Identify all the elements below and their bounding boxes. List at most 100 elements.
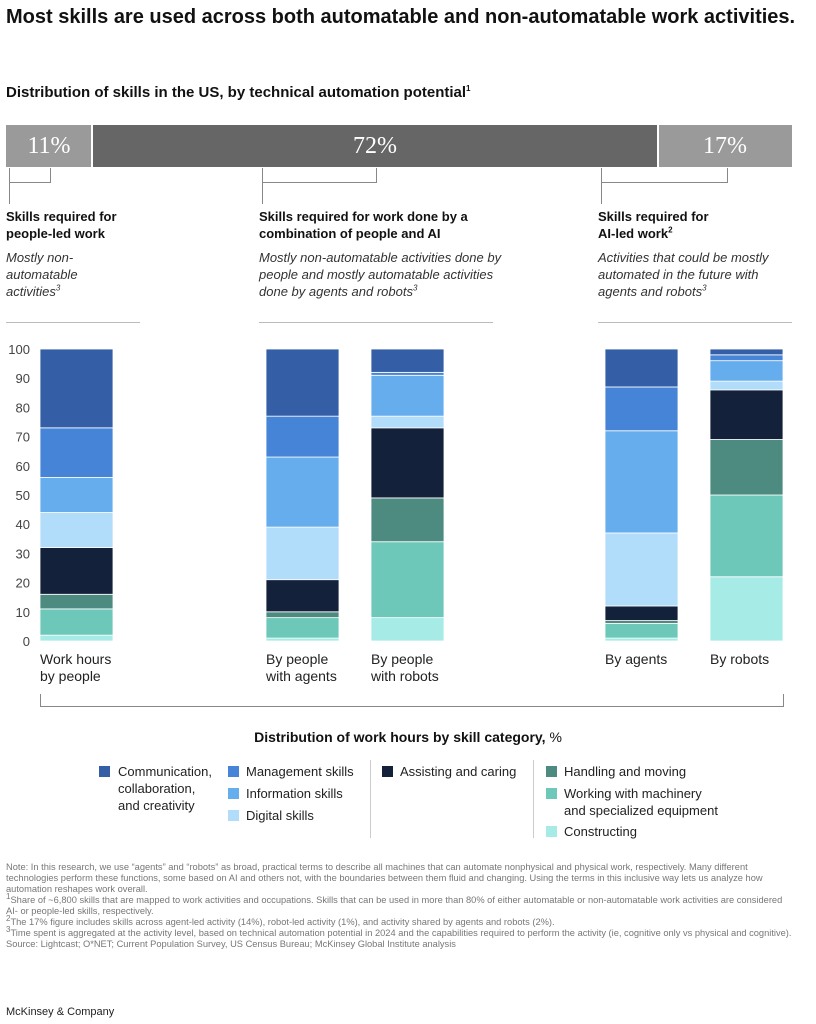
- group-ai-led: Skills required for AI-led work2 Activit…: [598, 208, 798, 300]
- bar-segment-communication-collaboration-and-creativity: [370, 348, 445, 373]
- bar-segment-working-with-machinery-and-specialized-equipment: [709, 494, 784, 578]
- bar-segment-communication-collaboration-and-creativity: [265, 348, 340, 417]
- segment-combination: 72%: [92, 125, 658, 167]
- bar-segment-handling-and-moving: [604, 620, 679, 624]
- segment-divider: [657, 125, 659, 167]
- note: Note: In this research, we use “agents” …: [6, 862, 763, 894]
- bar-segment-constructing: [265, 637, 340, 642]
- bar-segment-constructing: [39, 634, 114, 642]
- bar-segment-information-skills: [709, 360, 784, 382]
- legend-information: Information skills: [246, 786, 343, 801]
- y-tick-label: 60: [16, 459, 30, 474]
- segment-divider: [91, 125, 93, 167]
- stacked-bar-chart: 0 10 20 30 40 50 60 70 80 90 100: [8, 342, 784, 649]
- legend-communication: Communication, collaboration, and creativi…: [118, 764, 212, 813]
- chart-bars: [39, 348, 784, 642]
- footnote-3: 3Time spent is aggregated at the activit…: [6, 924, 792, 938]
- bracket-ai-led: [601, 168, 728, 183]
- y-tick-label: 0: [23, 634, 30, 649]
- legend-swatch-handling: [546, 766, 557, 777]
- bar-segment-management-skills: [265, 415, 340, 458]
- category-label: By robots: [710, 651, 770, 667]
- bar-segment-information-skills: [39, 477, 114, 513]
- legend-swatch-management: [228, 766, 239, 777]
- legend-constructing: Constructing: [564, 824, 637, 839]
- legend-separator: [533, 760, 534, 838]
- chart-subtitle: Distribution of skills in the US, by tec…: [6, 84, 471, 101]
- y-tick-label: 80: [16, 400, 30, 415]
- y-tick-label: 50: [16, 488, 30, 503]
- legend-handling: Handling and moving: [564, 764, 687, 779]
- bar-segment-communication-collaboration-and-creativity: [709, 348, 784, 356]
- bar-segment-digital-skills: [265, 526, 340, 581]
- bar-segment-digital-skills: [39, 512, 114, 548]
- bar-segment-handling-and-moving: [370, 497, 445, 543]
- bar-segment-handling-and-moving: [265, 611, 340, 619]
- bar-segment-constructing: [370, 617, 445, 642]
- bar-segment-assisting-and-caring: [370, 427, 445, 499]
- bar-segment-assisting-and-caring: [709, 389, 784, 440]
- bar-segment-working-with-machinery-and-specialized-equipment: [39, 608, 114, 636]
- category-label: By people with agents: [266, 651, 337, 684]
- bar-segment-management-skills: [709, 354, 784, 362]
- legend-swatch-digital: [228, 810, 239, 821]
- footnotes: Note: In this research, we use “agents” …: [6, 862, 796, 950]
- bar-segment-management-skills: [604, 386, 679, 432]
- y-tick-label: 70: [16, 430, 30, 445]
- legend-management: Management skills: [246, 764, 354, 779]
- legend-machinery: Working with machinery and specialized eq…: [564, 786, 718, 818]
- y-tick-label: 20: [16, 576, 30, 591]
- category-label: Work hours by people: [40, 651, 112, 684]
- bar-segment-communication-collaboration-and-creativity: [39, 348, 114, 429]
- y-tick-label: 100: [8, 342, 30, 357]
- y-tick-label: 30: [16, 546, 30, 561]
- group-rule: [6, 322, 140, 323]
- legend-title: Distribution of work hours by skill cate…: [254, 729, 562, 745]
- bar-segment-handling-and-moving: [709, 439, 784, 496]
- y-tick-label: 90: [16, 371, 30, 386]
- bar-segment-working-with-machinery-and-specialized-equipment: [265, 617, 340, 639]
- legend-swatch-machinery: [546, 788, 557, 799]
- group-description: Mostly non-automatable activities done b…: [259, 250, 502, 299]
- legend-swatch-constructing: [546, 826, 557, 837]
- bar-segment-working-with-machinery-and-specialized-equipment: [370, 541, 445, 619]
- group-description: Activities that could be mostly automate…: [598, 250, 769, 299]
- group-rule: [259, 322, 493, 323]
- legend-separator: [370, 760, 371, 838]
- y-tick-label: 10: [16, 605, 30, 620]
- bracket-stem: [262, 182, 263, 204]
- bar-segment-information-skills: [265, 456, 340, 528]
- bottom-bracket: [40, 694, 784, 707]
- legend-assisting: Assisting and caring: [400, 764, 517, 779]
- group-combination: Skills required for work done by a combi…: [259, 208, 529, 300]
- group-heading: Skills required for AI-led work2: [598, 209, 709, 241]
- bar-segment-digital-skills: [709, 380, 784, 391]
- segment-people-led: 11%: [6, 125, 92, 167]
- footnote-1: 1Share of ~6,800 skills that are mapped …: [6, 891, 783, 916]
- category-label: By agents: [605, 651, 668, 667]
- group-heading: Skills required for people-led work: [6, 209, 117, 241]
- page-title: Most skills are used across both automat…: [6, 6, 796, 28]
- brand-name: McKinsey & Company: [6, 1006, 115, 1018]
- bar-segment-information-skills: [604, 430, 679, 534]
- bar-segment-information-skills: [370, 374, 445, 417]
- legend-swatch-assisting: [382, 766, 393, 777]
- bar-segment-management-skills: [370, 371, 445, 376]
- bracket-stem: [601, 182, 602, 204]
- group-rule: [598, 322, 792, 323]
- footnote-ref: 1: [466, 84, 471, 93]
- group-heading: Skills required for work done by a combi…: [259, 209, 468, 241]
- bracket-stem: [9, 182, 10, 204]
- legend-digital: Digital skills: [246, 808, 314, 823]
- footnote-2: 2The 17% figure includes skills across a…: [6, 913, 555, 927]
- bracket-people-led: [9, 168, 51, 183]
- bar-segment-constructing: [604, 637, 679, 642]
- source: Source: Lightcast; O*NET; Current Popula…: [6, 939, 456, 949]
- legend-swatch-communication: [99, 766, 110, 777]
- y-axis: 0 10 20 30 40 50 60 70 80 90 100: [8, 342, 30, 649]
- segment-ai-led: 17%: [658, 125, 792, 167]
- bar-segment-digital-skills: [604, 532, 679, 607]
- bar-segment-assisting-and-caring: [39, 547, 114, 595]
- bar-segment-assisting-and-caring: [265, 579, 340, 613]
- bracket-combination: [262, 168, 377, 183]
